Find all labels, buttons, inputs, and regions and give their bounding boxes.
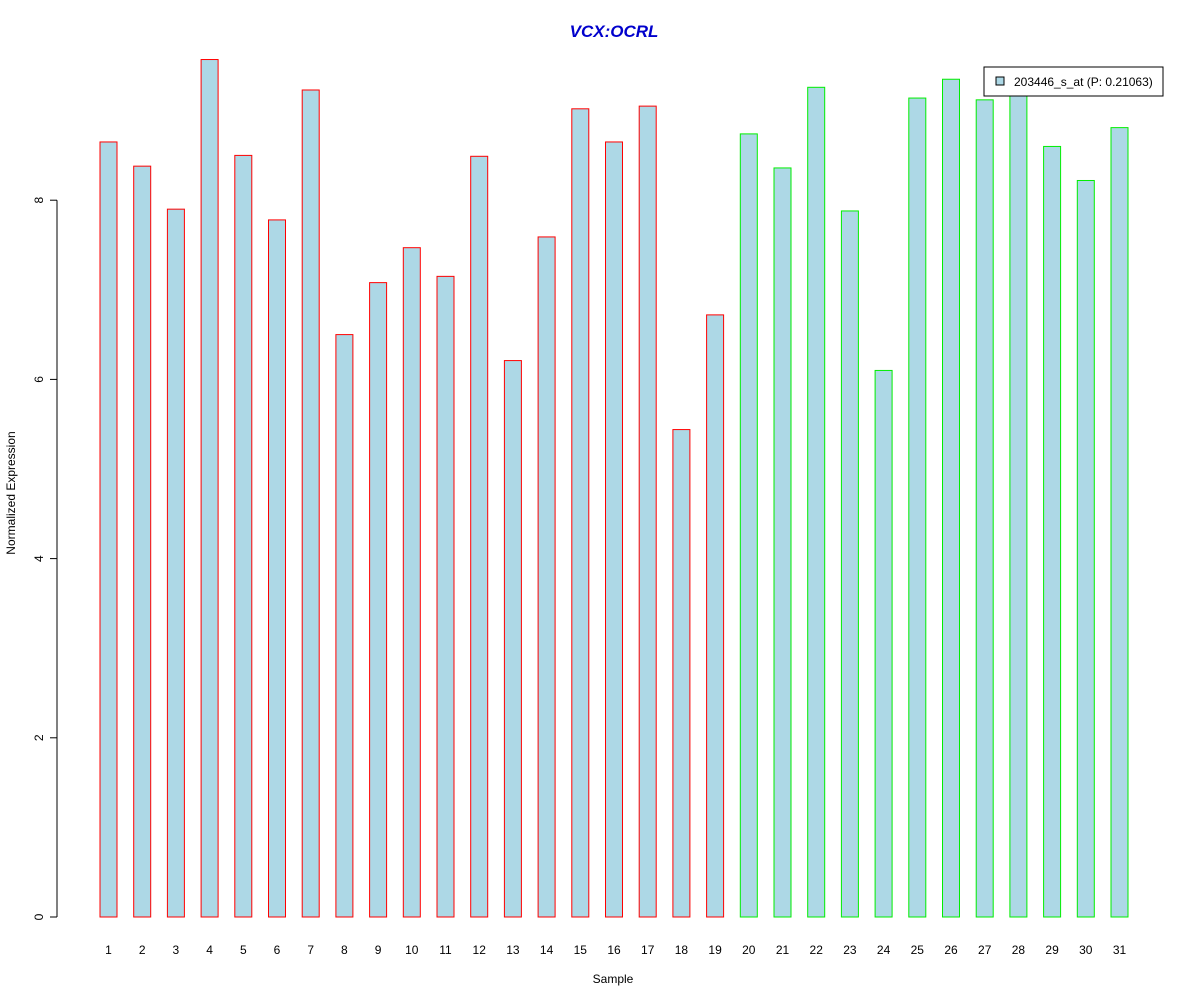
x-tick-label: 23: [843, 943, 857, 957]
bar-sample-1: [99, 141, 118, 918]
x-tick-label: 30: [1079, 943, 1093, 957]
x-tick-label: 25: [911, 943, 925, 957]
x-tick-label: 1: [105, 943, 112, 957]
x-tick-label: 18: [675, 943, 689, 957]
bar-sample-22: [807, 86, 826, 918]
bar-sample-9: [369, 282, 388, 918]
bar-sample-17: [638, 105, 657, 918]
bar-sample-12: [470, 155, 489, 918]
y-tick-label: 6: [32, 376, 46, 383]
y-tick-label: 4: [32, 555, 46, 562]
x-tick-label: 10: [405, 943, 419, 957]
y-tick-label: 0: [32, 913, 46, 920]
x-tick-label: 27: [978, 943, 992, 957]
bar-sample-24: [874, 369, 893, 918]
bars-group: [99, 59, 1129, 918]
legend: 203446_s_at (P: 0.21063): [983, 66, 1164, 97]
x-tick-label: 20: [742, 943, 756, 957]
x-tick-label: 13: [506, 943, 520, 957]
bar-sample-31: [1110, 127, 1129, 918]
bar-sample-13: [503, 360, 522, 918]
bar-sample-18: [672, 429, 691, 918]
bar-sample-7: [301, 89, 320, 918]
bar-sample-11: [436, 275, 455, 918]
x-tick-label: 28: [1012, 943, 1026, 957]
bar-sample-28: [1009, 91, 1028, 918]
legend-swatch: [995, 76, 1005, 86]
bar-sample-23: [840, 210, 859, 918]
bar-sample-8: [335, 334, 354, 918]
bar-sample-25: [908, 97, 927, 918]
x-tick-label: 12: [473, 943, 487, 957]
bar-sample-26: [942, 78, 960, 918]
x-tick-label: 31: [1113, 943, 1127, 957]
x-tick-label: 19: [708, 943, 722, 957]
x-tick-label: 2: [139, 943, 146, 957]
x-tick-label: 3: [173, 943, 180, 957]
bar-sample-19: [706, 314, 725, 918]
bar-sample-3: [166, 208, 185, 918]
x-tick-label: 6: [274, 943, 281, 957]
bar-sample-16: [605, 141, 623, 918]
bar-sample-21: [773, 167, 792, 918]
legend-label: 203446_s_at (P: 0.21063): [1014, 75, 1153, 89]
y-tick-label: 2: [32, 734, 46, 741]
x-tick-label: 17: [641, 943, 655, 957]
y-axis-label: Normalized Expression: [4, 431, 18, 554]
y-tick-label: 8: [32, 197, 46, 204]
x-tick-label: 15: [574, 943, 588, 957]
bar-sample-14: [537, 236, 556, 918]
legend-box: [983, 66, 1164, 97]
x-tick-label: 21: [776, 943, 790, 957]
x-tick-label: 16: [607, 943, 621, 957]
bar-sample-4: [200, 59, 219, 918]
bar-sample-30: [1076, 179, 1095, 918]
x-tick-label: 26: [944, 943, 958, 957]
bar-sample-10: [402, 247, 421, 918]
bar-sample-27: [975, 99, 994, 918]
y-axis: 0 2 4 6 8: [32, 197, 58, 920]
x-tick-label: 14: [540, 943, 554, 957]
x-tick-label: 29: [1045, 943, 1059, 957]
bar-sample-6: [268, 219, 286, 918]
bar-sample-5: [234, 154, 253, 918]
x-tick-label: 7: [307, 943, 314, 957]
x-tick-labels: 1 2 3 4 5 6 7 8 9 10 11 12 13 14 15 16 17 18 19 20 21 22 23 24 2…: [105, 943, 1126, 957]
x-tick-label: 9: [375, 943, 382, 957]
x-tick-label: 5: [240, 943, 247, 957]
bar-sample-29: [1043, 145, 1062, 918]
bar-sample-15: [571, 108, 590, 918]
bar-sample-2: [133, 165, 152, 918]
x-axis-label: Sample: [593, 972, 634, 986]
bar-sample-20: [739, 133, 758, 918]
x-tick-label: 8: [341, 943, 348, 957]
x-tick-label: 22: [810, 943, 824, 957]
x-tick-label: 11: [439, 943, 452, 957]
x-tick-label: 4: [206, 943, 213, 957]
x-tick-label: 24: [877, 943, 891, 957]
chart-title: VCX:OCRL: [570, 22, 659, 41]
